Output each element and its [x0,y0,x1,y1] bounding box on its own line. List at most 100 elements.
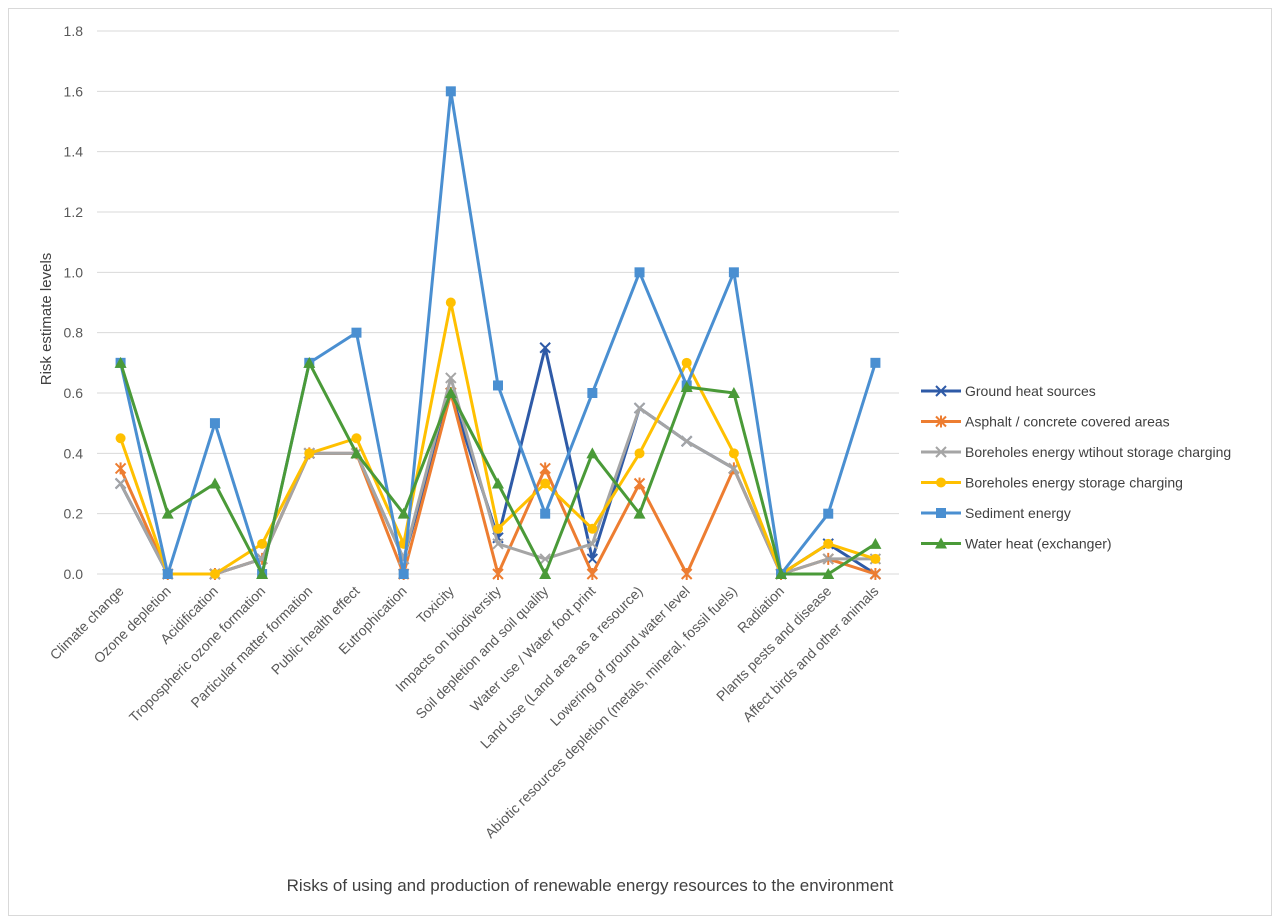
gridlines [97,30,899,575]
data-point [935,385,947,397]
data-point [935,446,947,458]
chart-frame: 0.0 0.2 0.4 0.6 0.8 1.0 1.2 1.4 1.6 1.8 Risk esti… [8,8,1272,916]
series-lines [114,86,882,580]
data-point [822,568,835,579]
data-point [445,86,456,97]
data-point [540,478,551,489]
data-point [728,267,739,278]
data-point [587,388,598,398]
legend-item: Sediment energy [921,505,1071,521]
data-point [493,380,503,391]
legend-label: Water heat (exchanger) [965,536,1112,552]
data-point [209,418,220,429]
legend: Ground heat sources Asphalt / concrete co… [921,383,1231,552]
series-boreholes-energy-storage-charging [115,297,881,579]
y-tick-label: 1.6 [64,83,84,99]
x-tick-label: Public health effect [268,583,363,678]
data-point [540,508,551,519]
data-point [728,448,739,459]
data-point [539,462,551,475]
data-point [586,447,599,459]
legend-label: Boreholes energy wtihout storage chargin… [965,444,1231,460]
data-point [822,553,834,565]
y-tick-label: 0.2 [64,506,84,522]
data-point [870,553,881,564]
data-point [539,568,552,579]
data-point [445,297,456,308]
data-point [587,523,598,534]
data-point [303,356,316,368]
y-tick-label: 1.8 [64,23,84,39]
data-point [823,538,834,549]
data-point [935,537,947,549]
legend-label: Sediment energy [965,505,1071,521]
data-point [633,507,646,519]
data-point [634,267,645,278]
data-point [444,387,457,398]
data-point [209,569,220,579]
data-point [869,537,882,549]
data-point [823,508,834,519]
data-point [869,568,882,580]
data-point [114,462,127,475]
data-point [115,433,126,444]
legend-item: Boreholes energy storage charging [921,475,1183,491]
data-point [680,568,693,580]
data-point [936,508,946,518]
data-point [398,569,409,579]
data-point [256,568,269,579]
data-point [936,477,946,488]
data-point [727,387,740,398]
x-tick-label: Toxicity [413,583,457,627]
data-point [493,523,503,534]
data-point [633,402,646,414]
data-point [539,342,551,354]
data-point [586,553,599,565]
data-point [161,507,174,519]
y-tick-label: 1.0 [64,264,84,280]
data-point [114,356,127,368]
data-point [397,507,410,519]
legend-label: Ground heat sources [965,383,1096,399]
y-axis-title: Risk estimate levels [38,253,55,386]
y-tick-label: 0.0 [64,566,84,582]
data-point [257,538,268,549]
data-point [492,568,504,580]
data-point [586,568,599,580]
data-point [680,435,693,447]
data-point [304,448,315,459]
legend-item: Boreholes energy wtihout storage chargin… [921,444,1231,460]
data-point [775,568,788,579]
data-point [351,433,362,444]
y-tick-label: 0.4 [64,445,84,461]
data-point [492,477,504,489]
legend-label: Boreholes energy storage charging [965,475,1183,491]
data-point [208,477,221,489]
legend-item: Asphalt / concrete covered areas [921,414,1170,430]
series-water-heat-exchanger [114,356,882,579]
line-chart: 0.0 0.2 0.4 0.6 0.8 1.0 1.2 1.4 1.6 1.8 Risk esti… [38,23,1231,895]
data-point [681,357,692,368]
data-point [935,415,947,428]
data-point [634,448,645,459]
legend-item: Ground heat sources [921,383,1096,399]
data-point [162,569,173,579]
data-point [633,477,646,490]
y-tick-label: 0.6 [64,385,84,401]
data-point [114,477,127,490]
data-point [350,447,363,459]
y-tick-label: 1.2 [64,204,84,220]
data-point [870,357,881,368]
data-point [586,538,599,550]
y-tick-label: 0.8 [64,325,84,341]
data-point [351,327,362,338]
y-tick-label: 1.4 [64,144,84,160]
data-point [680,380,693,392]
legend-item: Water heat (exchanger) [921,536,1112,552]
data-point [492,538,504,550]
x-axis-title: Risks of using and production of renewab… [287,876,894,895]
data-point [445,372,457,384]
y-axis-ticks: 0.0 0.2 0.4 0.6 0.8 1.0 1.2 1.4 1.6 1.8 [64,23,84,582]
legend-label: Asphalt / concrete covered areas [965,414,1170,430]
